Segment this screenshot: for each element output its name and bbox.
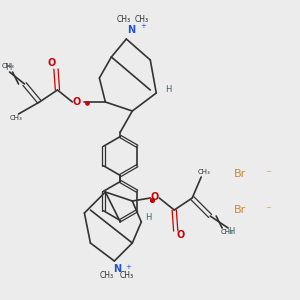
Text: +: + [125, 264, 131, 270]
Text: ⁻: ⁻ [266, 169, 272, 179]
Text: CH₃: CH₃ [119, 272, 134, 280]
Text: N: N [113, 263, 122, 274]
Text: H: H [146, 213, 152, 222]
Text: O: O [176, 230, 184, 241]
Text: H: H [228, 226, 234, 236]
Text: CH₃: CH₃ [100, 272, 114, 280]
Text: ⁻: ⁻ [266, 205, 272, 215]
Text: H: H [165, 85, 171, 94]
Text: H: H [5, 63, 11, 72]
Text: Br: Br [234, 205, 246, 215]
Text: CH₃: CH₃ [220, 230, 233, 236]
Text: O: O [47, 58, 56, 68]
Text: CH₃: CH₃ [134, 15, 148, 24]
Text: O: O [73, 97, 81, 107]
Text: CH₃: CH₃ [2, 63, 14, 69]
Text: N: N [127, 25, 135, 35]
Text: CH₃: CH₃ [9, 116, 22, 122]
Text: CH₃: CH₃ [198, 169, 211, 175]
Text: Br: Br [234, 169, 246, 179]
Text: CH₃: CH₃ [116, 15, 130, 24]
Text: +: + [140, 22, 146, 28]
Text: O: O [151, 191, 159, 202]
